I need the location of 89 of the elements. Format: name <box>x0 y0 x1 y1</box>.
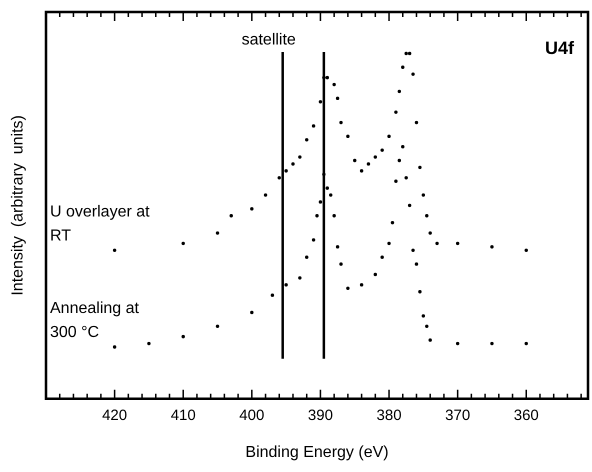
x-tick-label: 410 <box>170 406 196 424</box>
point <box>490 342 494 346</box>
point <box>366 162 370 166</box>
point <box>414 120 418 124</box>
point <box>428 338 432 342</box>
point <box>414 262 418 266</box>
point <box>360 169 364 173</box>
point <box>401 144 404 148</box>
point <box>270 293 274 297</box>
x-tick-label: 400 <box>239 406 264 424</box>
point <box>380 256 384 259</box>
point <box>264 193 268 197</box>
point <box>404 52 408 56</box>
point <box>339 262 343 266</box>
point <box>182 334 185 338</box>
x-tick-label: 390 <box>308 406 333 424</box>
point <box>418 166 422 170</box>
point <box>278 176 281 180</box>
x-tick-label: 380 <box>376 406 402 424</box>
point <box>332 214 336 218</box>
point <box>284 283 288 287</box>
point <box>456 342 460 346</box>
point <box>216 231 220 235</box>
point <box>312 124 316 128</box>
point <box>291 162 295 166</box>
x-tick-label: 370 <box>445 406 470 424</box>
point <box>298 155 302 159</box>
point <box>305 256 308 259</box>
point <box>380 148 384 152</box>
point <box>394 110 398 114</box>
point <box>339 120 343 124</box>
point <box>435 242 439 246</box>
point <box>387 242 391 246</box>
point <box>408 52 412 56</box>
point <box>360 283 364 287</box>
series-label: Annealing at 300 °C <box>50 300 140 341</box>
point <box>401 66 404 69</box>
y-axis-title: Intensity (arbitrary units) <box>9 115 26 296</box>
point <box>182 242 185 246</box>
point <box>425 214 428 218</box>
point <box>418 290 422 294</box>
point <box>298 276 302 280</box>
point <box>346 134 350 138</box>
point <box>332 82 336 86</box>
point <box>326 186 329 190</box>
point <box>390 220 394 224</box>
point <box>374 155 378 159</box>
point <box>318 100 322 104</box>
point <box>284 169 288 173</box>
point <box>422 314 426 318</box>
point <box>318 200 322 204</box>
point <box>147 342 151 346</box>
point <box>456 242 460 246</box>
point <box>524 248 528 252</box>
point <box>428 231 432 235</box>
point <box>524 342 528 346</box>
point <box>250 310 254 314</box>
point <box>374 272 378 276</box>
point <box>353 158 356 162</box>
point <box>326 76 329 80</box>
point <box>398 90 402 94</box>
point <box>216 324 220 328</box>
ref-line-label: satellite <box>242 31 296 48</box>
point <box>387 134 391 138</box>
point <box>398 158 402 162</box>
series-label: U overlayer at RT <box>50 203 150 244</box>
x-axis-title: Binding Energy (eV) <box>245 444 389 461</box>
point <box>112 248 116 252</box>
point <box>312 238 316 242</box>
point <box>490 245 494 249</box>
point <box>408 204 412 208</box>
point <box>336 245 340 249</box>
point <box>112 345 116 349</box>
point <box>425 324 428 328</box>
point <box>411 248 415 252</box>
point <box>315 214 319 218</box>
point <box>411 72 415 76</box>
point <box>250 207 254 211</box>
x-tick-label: 420 <box>102 406 128 424</box>
point <box>230 214 233 218</box>
point <box>394 180 398 183</box>
annotation: U4f <box>544 38 575 58</box>
x-tick-label: 360 <box>514 406 539 424</box>
point <box>329 193 332 197</box>
point <box>336 96 340 100</box>
point <box>346 286 350 290</box>
point <box>404 176 408 180</box>
point <box>305 138 308 142</box>
point <box>422 193 426 197</box>
